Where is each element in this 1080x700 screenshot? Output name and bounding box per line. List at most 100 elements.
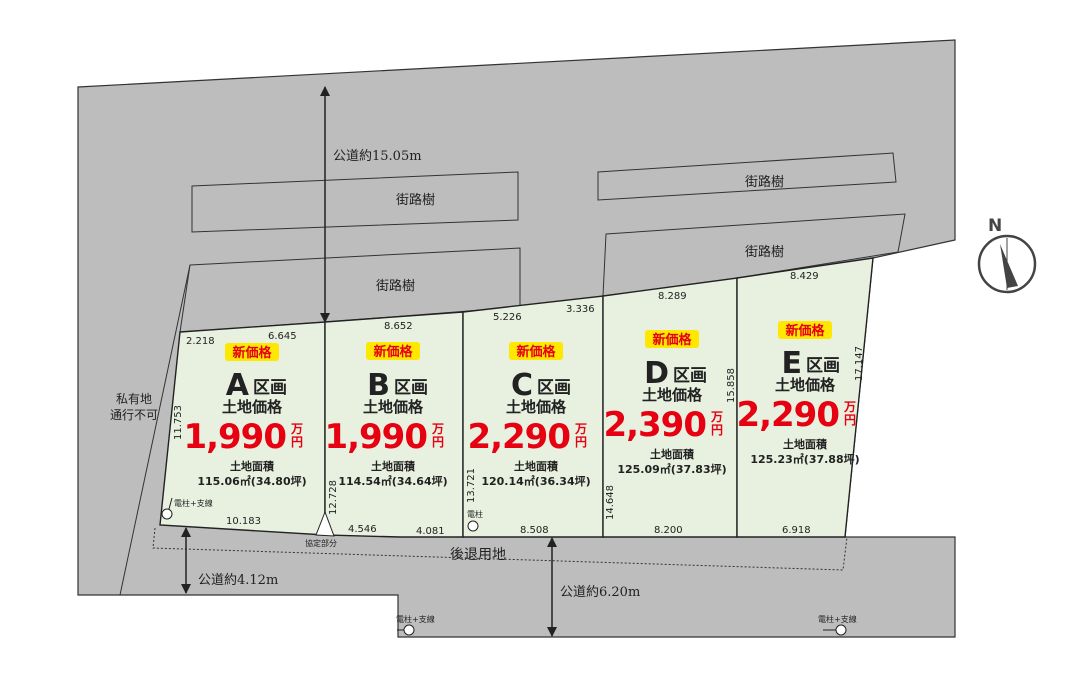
dim-a-left: 11.753 (173, 405, 184, 440)
lot-price: 2,290 (736, 395, 839, 435)
land-area-label: 土地面積 (650, 447, 695, 461)
lot-suffix: 区画 (537, 378, 571, 398)
dim-c-top-left: 5.226 (493, 312, 522, 323)
street-tree-strip-1 (191, 171, 519, 233)
lot-suffix: 区画 (806, 356, 840, 376)
street-tree-label: 街路樹 (745, 174, 784, 190)
lot-letter: A (226, 368, 250, 403)
dim-a-bottom: 10.183 (226, 516, 261, 527)
lot-suffix: 区画 (253, 378, 287, 398)
land-area-value: 114.54㎡(34.64坪) (338, 474, 447, 488)
dim-b-bottom-left: 4.546 (348, 524, 377, 535)
price-unit: 万 (574, 422, 587, 436)
south-road-width-arrow (547, 537, 557, 637)
utility-pole-south-1: 電柱+支線 (396, 614, 435, 636)
land-price-label: 土地価格 (222, 398, 283, 416)
dim-e-bottom: 6.918 (782, 525, 811, 536)
lot-letter: E (782, 346, 803, 381)
street-tree-strip-2 (597, 152, 897, 201)
private-land-label: 通行不可 (110, 408, 158, 422)
utility-pole-a: 電柱+支線 (161, 497, 213, 520)
price-unit: 円 (575, 435, 587, 449)
lot-suffix: 区画 (394, 378, 428, 398)
agreed-part-label: 協定部分 (305, 538, 337, 548)
pole-label: 電柱+支線 (396, 614, 435, 624)
street-tree-label: 街路樹 (396, 192, 435, 208)
land-area-value: 115.06㎡(34.80坪) (197, 474, 306, 488)
pole-label: 電柱+支線 (818, 614, 857, 624)
utility-pole-c: 電柱 (467, 509, 483, 532)
dim-a-top-left: 2.218 (186, 336, 215, 347)
dim-d-bottom: 8.200 (654, 525, 683, 536)
west-road-label: 公道約4.12m (198, 573, 278, 588)
north-compass-icon: N (977, 216, 1037, 294)
setback-line (152, 527, 848, 571)
lot-letter: D (644, 356, 669, 391)
setback-label: 後退用地 (450, 547, 506, 563)
dim-c-bottom: 8.508 (520, 525, 549, 536)
price-unit: 円 (432, 435, 444, 449)
land-area-label: 土地面積 (783, 437, 828, 451)
lot-e[interactable] (736, 257, 874, 538)
lot-price: 2,390 (603, 405, 706, 445)
land-price-label: 土地価格 (363, 398, 424, 416)
dim-d-right: 15.858 (726, 368, 737, 403)
land-area-label: 土地面積 (514, 459, 559, 473)
north-road-label: 公道約15.05m (333, 149, 422, 164)
price-unit: 万 (843, 400, 856, 414)
land-area-value: 125.23㎡(37.88坪) (750, 452, 859, 466)
new-price-badge (778, 321, 832, 339)
new-price-badge (509, 342, 563, 360)
price-unit: 円 (291, 435, 303, 449)
lot-price: 1,990 (183, 417, 286, 457)
dim-b-left: 12.728 (328, 480, 339, 515)
pole-label: 電柱+支線 (174, 498, 213, 508)
new-price-badge (225, 343, 279, 361)
dim-b-top: 8.652 (384, 321, 413, 332)
street-tree-strip-4 (602, 213, 906, 297)
north-road-width-arrow (320, 86, 330, 323)
price-unit: 円 (844, 413, 856, 427)
land-price-label: 土地価格 (506, 398, 567, 416)
dim-e-right: 17.147 (854, 346, 865, 381)
land-area-label: 土地面積 (230, 459, 275, 473)
lot-letter: B (367, 368, 390, 403)
lot-price: 2,290 (467, 417, 570, 457)
private-land-label: 私有地 (116, 392, 152, 406)
utility-pole-south-2: 電柱+支線 (818, 614, 857, 636)
lot-price: 1,990 (324, 417, 427, 457)
new-price-badge-text: 新価格 (373, 344, 413, 360)
new-price-badge-text: 新価格 (232, 345, 272, 361)
price-unit: 万 (710, 410, 723, 424)
west-road-width-arrow (181, 527, 191, 594)
private-land-boundary (119, 264, 191, 596)
price-unit: 円 (711, 423, 723, 437)
land-area-value: 125.09㎡(37.83坪) (617, 462, 726, 476)
new-price-badge-text: 新価格 (652, 332, 692, 348)
new-price-badge-text: 新価格 (785, 323, 825, 339)
lot-letter: C (511, 368, 533, 403)
pole-label: 電柱 (467, 509, 483, 519)
lot-b[interactable] (324, 311, 464, 538)
land-price-label: 土地価格 (775, 376, 836, 394)
street-tree-label: 街路樹 (376, 278, 415, 294)
new-price-badge-text: 新価格 (516, 344, 556, 360)
new-price-badge (645, 330, 699, 348)
dim-a-top: 6.645 (268, 331, 297, 342)
dim-b-bottom-right: 4.081 (416, 526, 445, 537)
north-label: N (988, 216, 1002, 236)
new-price-badge (366, 342, 420, 360)
dimensions: 2.218 6.645 11.753 10.183 8.652 12.728 4… (173, 271, 865, 537)
dim-d-top: 8.289 (658, 291, 687, 302)
price-unit: 万 (431, 422, 444, 436)
dim-d-left: 14.648 (605, 485, 616, 520)
land-price-label: 土地価格 (642, 386, 703, 404)
dim-e-top: 8.429 (790, 271, 819, 282)
dim-c-left: 13.721 (466, 468, 477, 503)
land-area-value: 120.14㎡(36.34坪) (481, 474, 590, 488)
street-tree-label: 街路樹 (745, 244, 784, 260)
dim-c-top-right: 3.336 (566, 304, 595, 315)
price-unit: 万 (290, 422, 303, 436)
lot-suffix: 区画 (673, 366, 707, 386)
